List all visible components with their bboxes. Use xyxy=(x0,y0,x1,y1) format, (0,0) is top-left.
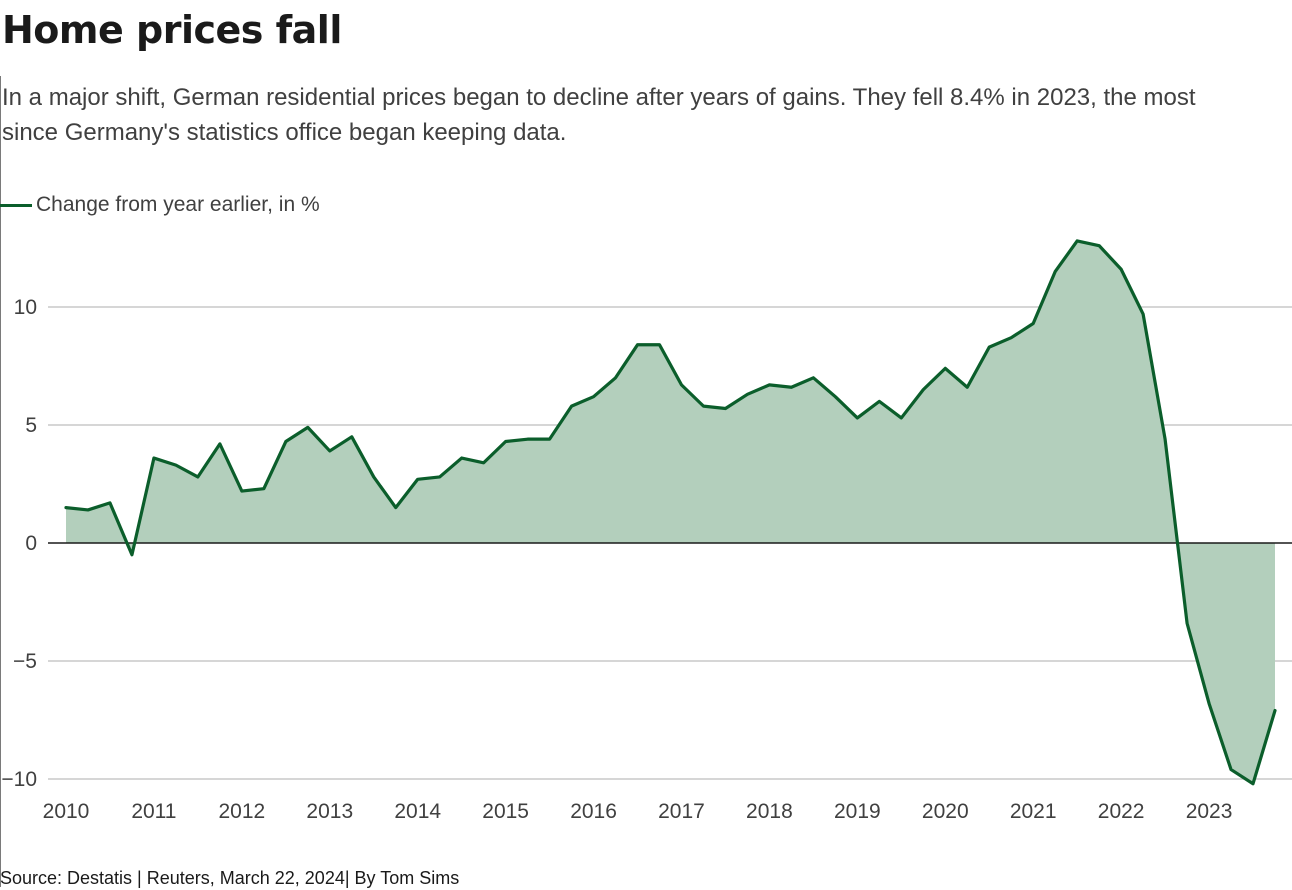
y-tick-label: −10 xyxy=(1,768,37,791)
chart-legend: Change from year earlier, in % xyxy=(0,190,320,220)
y-tick-label: 10 xyxy=(14,296,37,319)
y-axis-ticks: 10 5 0 −5 −10 xyxy=(1,296,37,791)
x-tick-label: 2013 xyxy=(306,800,353,823)
y-tick-label: −5 xyxy=(13,650,37,673)
x-tick-label: 2010 xyxy=(43,800,90,823)
x-tick-label: 2015 xyxy=(482,800,529,823)
line-layer xyxy=(64,239,1277,786)
left-border-rule xyxy=(0,76,1,887)
x-tick-label: 2022 xyxy=(1098,800,1145,823)
x-tick-label: 2014 xyxy=(394,800,441,823)
x-tick-label: 2020 xyxy=(922,800,969,823)
x-tick-label: 2016 xyxy=(570,800,617,823)
chart-title: Home prices fall xyxy=(2,8,342,52)
subtitle-line-1: In a major shift, German residential pri… xyxy=(2,84,1196,111)
x-tick-label: 2019 xyxy=(834,800,881,823)
x-tick-label: 2021 xyxy=(1010,800,1057,823)
x-tick-label: 2012 xyxy=(218,800,265,823)
y-tick-label: 0 xyxy=(25,532,37,555)
legend-line-swatch xyxy=(0,203,32,207)
source-note: Source: Destatis | Reuters, March 22, 20… xyxy=(0,868,460,888)
x-tick-label: 2023 xyxy=(1186,800,1233,823)
x-tick-label: 2018 xyxy=(746,800,793,823)
chart-subtitle: In a major shift, German residential pri… xyxy=(2,80,1292,150)
area-fill xyxy=(66,240,1275,784)
x-axis-ticks: 2010 2011 2012 2013 2014 2015 2016 2017 2018 2019… xyxy=(43,800,1233,823)
area-layer xyxy=(66,240,1275,784)
x-tick-label: 2011 xyxy=(131,800,176,823)
series-line xyxy=(64,239,1277,786)
x-tick-label: 2017 xyxy=(658,800,705,823)
y-tick-label: 5 xyxy=(25,414,37,437)
subtitle-line-2: since Germany's statistics office began … xyxy=(2,119,567,146)
legend-label: Change from year earlier, in % xyxy=(36,193,320,216)
